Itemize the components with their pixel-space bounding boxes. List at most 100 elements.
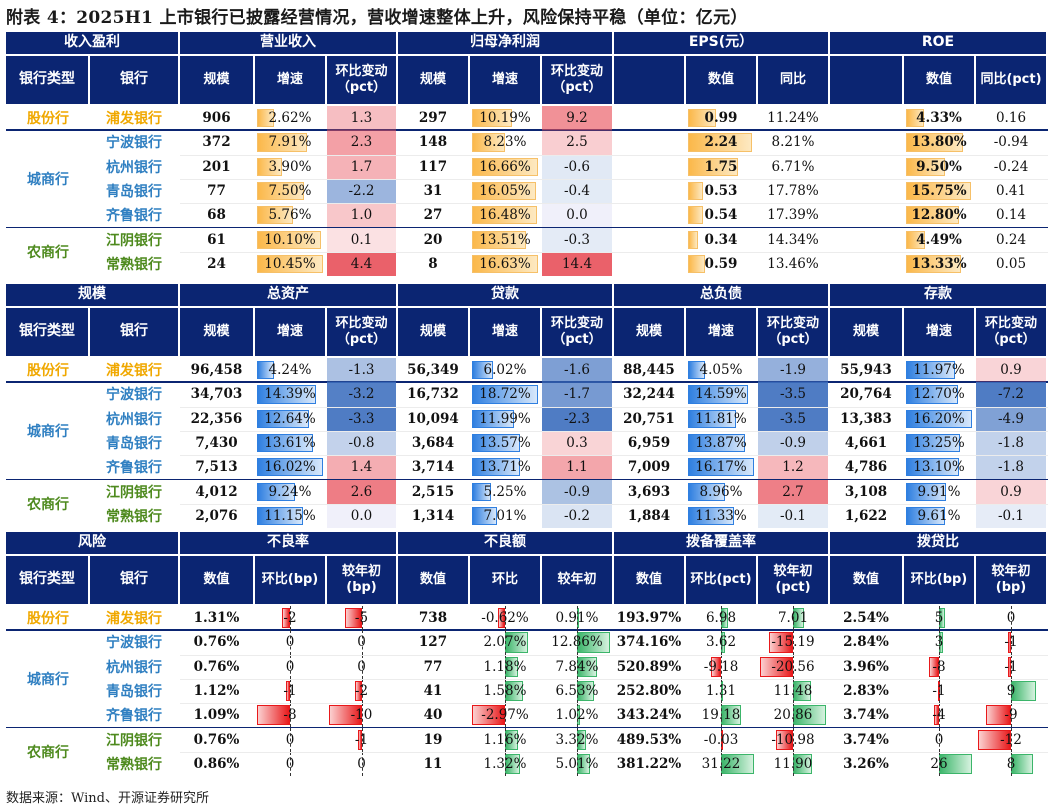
cell-value: 16.48%	[479, 207, 531, 224]
column-label: 规模	[419, 323, 446, 339]
cell-value: -0.03	[703, 731, 739, 748]
cell-value: 2.84%	[843, 634, 889, 651]
cell-value: 13.80%	[911, 134, 967, 151]
data-cell: 13.57%	[470, 431, 540, 455]
data-cell: 1.16%	[470, 727, 540, 752]
cell-value: -0.9	[563, 483, 591, 500]
bank-type-cell: 农商行	[6, 228, 90, 277]
data-bar	[688, 133, 753, 152]
cell-value: 3.26%	[843, 755, 889, 772]
data-cell: 2.83%	[830, 679, 902, 703]
cell-value: 16.02%	[264, 459, 316, 476]
cell-value: 0.34	[704, 231, 738, 248]
data-bar	[257, 385, 317, 404]
data-cell: 16.66%	[470, 155, 540, 179]
group-title: ROE	[921, 34, 955, 51]
cell-value: 2.24	[704, 134, 738, 151]
data-cell: 6.53%	[542, 678, 612, 704]
cell-value: 4.4	[350, 255, 373, 272]
cell-value: 20	[423, 231, 443, 248]
cell-value: -8	[283, 707, 297, 724]
data-cell: 8.23%	[470, 130, 540, 154]
cell-value: 11.33%	[695, 507, 747, 524]
group-header: EPS(元）	[614, 32, 828, 54]
data-cell: -0.94	[976, 130, 1046, 154]
data-cell: 0.16	[976, 106, 1046, 130]
column-header: 环比变动 （pct）	[758, 308, 828, 356]
data-cell: 1.31	[686, 678, 756, 704]
group-header: 不良额	[398, 532, 612, 554]
zero-axis	[939, 678, 940, 704]
data-cell: 0.59	[686, 252, 756, 276]
data-cell: -4.9	[976, 406, 1046, 431]
cell-value: -4.9	[997, 410, 1025, 427]
bank-name-cell: 齐鲁银行	[90, 203, 178, 227]
data-cell: 31	[398, 179, 468, 203]
zero-axis	[1011, 678, 1012, 704]
section-title: 规模	[78, 286, 106, 303]
cell-value: 0.76%	[193, 658, 240, 675]
zero-axis	[577, 606, 578, 631]
cell-value: 0.0	[350, 507, 373, 524]
data-bar	[355, 680, 362, 702]
data-cell: 3,684	[398, 431, 468, 455]
cell-value: 117	[418, 158, 448, 175]
data-bar	[472, 705, 505, 726]
data-bar	[933, 705, 939, 726]
column-label: 数值	[925, 71, 952, 87]
cell-value: 19	[423, 731, 443, 748]
cell-value: 0.86%	[193, 755, 240, 772]
column-label: 规模	[203, 71, 230, 87]
cell-value: -1.7	[563, 386, 591, 403]
data-cell: 20.86	[758, 703, 828, 728]
cell-value: 3.62	[705, 634, 737, 651]
data-cell: 16.17%	[686, 455, 756, 479]
data-cell: 4,786	[830, 455, 902, 479]
group-title: EPS(元）	[688, 34, 754, 51]
group-title: 总负债	[700, 286, 742, 303]
column-header: 增速	[686, 308, 756, 356]
data-cell: 32,244	[614, 382, 684, 406]
cell-value: 14.4	[561, 255, 593, 272]
bank-name: 杭州银行	[106, 159, 162, 176]
cell-value: 11.48	[773, 683, 813, 700]
column-header: 数值	[904, 56, 974, 104]
column-label: 环比变动	[335, 315, 388, 331]
zero-axis	[721, 703, 722, 728]
data-cell: 20,764	[830, 382, 902, 406]
cell-value: 738	[418, 610, 448, 627]
cell-value: 19.18	[701, 707, 741, 724]
bank-name: 江阴银行	[106, 732, 162, 749]
data-cell: -0.9	[542, 479, 612, 504]
data-bar	[345, 608, 362, 629]
zero-axis	[577, 630, 578, 655]
bank-name-cell: 宁波银行	[90, 130, 178, 154]
data-bar	[986, 705, 1011, 726]
zero-axis	[361, 606, 363, 631]
group-title: 存款	[924, 286, 952, 303]
cell-value: 16.63%	[479, 255, 531, 272]
data-bar	[1008, 656, 1011, 677]
group-header: 总负债	[614, 284, 828, 306]
group-title: 归母净利润	[470, 34, 540, 51]
data-cell: 0.24	[976, 228, 1046, 252]
data-cell: 343.24%	[614, 703, 684, 727]
data-cell: -1.9	[758, 358, 828, 383]
bank-name: 宁波银行	[106, 135, 162, 152]
data-cell: 0.05	[976, 252, 1046, 276]
column-label: 环比变动	[550, 63, 603, 79]
cell-value: -15.19	[771, 634, 815, 651]
zero-axis	[793, 606, 794, 631]
cell-value: 56,349	[407, 362, 459, 379]
data-cell: 55,943	[830, 358, 902, 382]
section-header: 收入盈利	[6, 32, 178, 54]
column-label: 环比变动	[550, 315, 603, 331]
data-bar	[472, 181, 536, 201]
column-header: 增速	[255, 308, 325, 356]
data-bar	[978, 729, 1011, 750]
data-bar	[906, 230, 925, 249]
data-bar	[906, 385, 958, 404]
data-cell: 1.7	[327, 154, 396, 179]
cell-value: 40	[423, 707, 443, 724]
col-header-bank: 银行	[90, 308, 178, 356]
